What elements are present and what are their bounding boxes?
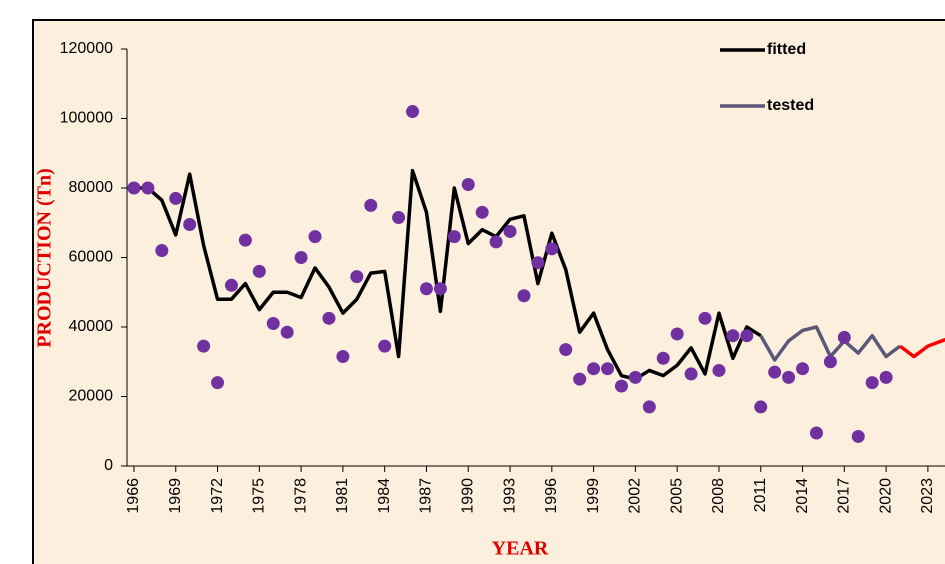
data-point (503, 224, 517, 238)
data-point (601, 362, 615, 376)
x-tick-label: 1984 (376, 478, 393, 514)
x-tick-label: 2023 (919, 478, 936, 514)
y-tick-label: 120000 (60, 40, 113, 57)
x-tick-label: 2017 (836, 478, 853, 514)
data-point (155, 244, 169, 258)
data-point (183, 217, 197, 231)
data-point (280, 325, 294, 339)
plot (127, 105, 945, 443)
data-point (587, 362, 601, 376)
x-tick-label: 1975 (251, 478, 268, 514)
data-point (642, 400, 656, 414)
x-tick-label: 1969 (167, 478, 184, 514)
data-point (211, 376, 225, 390)
series-line (898, 337, 945, 359)
x-tick-label: 2008 (710, 478, 727, 514)
data-point (851, 429, 865, 443)
x-tick-label: 1981 (334, 478, 351, 514)
data-point (628, 370, 642, 384)
data-point (322, 311, 336, 325)
data-point (419, 282, 433, 296)
data-point (545, 242, 559, 256)
data-point (266, 317, 280, 331)
data-point (754, 400, 768, 414)
legend-label: fitted (767, 41, 806, 58)
y-tick-label: 80000 (69, 179, 114, 196)
y-tick-label: 20000 (69, 388, 114, 405)
data-point (698, 311, 712, 325)
y-tick-label: 40000 (69, 318, 114, 335)
data-point (740, 329, 754, 343)
data-point (308, 230, 322, 244)
data-point (378, 339, 392, 353)
data-point (169, 191, 183, 205)
x-tick-label: 2020 (877, 478, 894, 514)
data-point (796, 362, 810, 376)
data-point (517, 289, 531, 303)
x-tick-label: 2005 (668, 478, 685, 514)
data-point (531, 256, 545, 270)
x-tick-label: 1972 (209, 478, 226, 514)
x-tick-label: 1990 (459, 478, 476, 514)
data-point (336, 350, 350, 364)
data-point (475, 205, 489, 219)
data-point (141, 181, 155, 195)
x-tick-label: 1978 (292, 478, 309, 514)
y-tick-label: 60000 (69, 249, 114, 266)
series-line (133, 168, 762, 381)
x-tick-label: 2011 (752, 478, 769, 513)
x-tick-label: 2002 (627, 478, 644, 514)
data-point (837, 330, 851, 344)
data-point (197, 339, 211, 353)
x-tick-label: 1999 (585, 478, 602, 514)
x-tick-label: 1987 (418, 478, 435, 514)
data-point (823, 355, 837, 369)
data-point (559, 343, 573, 357)
data-point (865, 376, 879, 390)
data-point (879, 370, 893, 384)
data-point (656, 351, 670, 365)
data-point (782, 370, 796, 384)
x-axis-title: YEAR (492, 538, 549, 560)
data-point (350, 270, 364, 284)
data-point (809, 426, 823, 440)
y-tick-label: 100000 (60, 110, 113, 127)
data-point (726, 329, 740, 343)
data-point (461, 178, 475, 192)
data-point (364, 198, 378, 212)
data-point (294, 251, 308, 264)
data-point (573, 372, 587, 386)
data-point (392, 211, 406, 225)
data-point (614, 379, 628, 393)
data-point (670, 327, 684, 341)
data-point (238, 233, 252, 247)
legend-label: tested (767, 97, 814, 114)
data-point (768, 365, 782, 379)
data-point (489, 235, 503, 249)
x-tick-label: 2014 (794, 478, 811, 514)
data-point (406, 105, 420, 119)
data-point (684, 367, 698, 381)
y-tick-label: 0 (104, 457, 113, 474)
data-point (127, 181, 141, 195)
data-point (447, 230, 461, 244)
x-tick-label: 1996 (543, 478, 560, 514)
data-point (433, 282, 447, 296)
chart-background (32, 19, 945, 564)
y-axis-title: PRODUCTION (Tn) (34, 168, 56, 347)
data-point (712, 363, 726, 377)
data-point (252, 264, 266, 278)
x-tick-label: 1966 (125, 478, 142, 514)
x-tick-label: 1993 (501, 478, 518, 514)
data-point (224, 278, 238, 292)
